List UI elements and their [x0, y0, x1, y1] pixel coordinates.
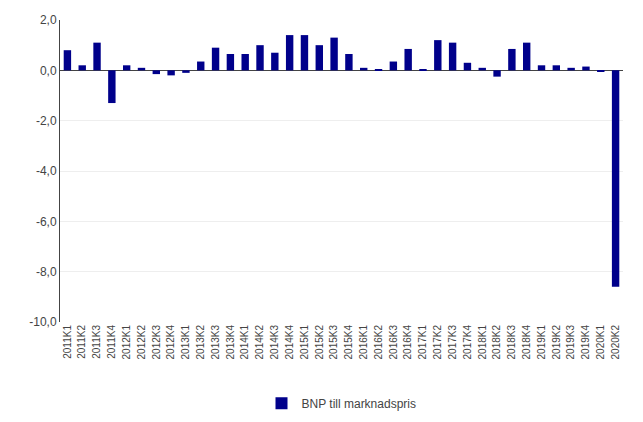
svg-text:2014K3: 2014K3	[269, 325, 280, 360]
svg-text:2013K1: 2013K1	[180, 325, 191, 360]
svg-text:2013K4: 2013K4	[225, 325, 236, 360]
svg-text:2011K3: 2011K3	[91, 325, 102, 359]
svg-text:2017K4: 2017K4	[462, 325, 473, 360]
svg-text:2019K3: 2019K3	[565, 325, 576, 360]
svg-text:2014K1: 2014K1	[239, 325, 250, 360]
svg-text:2020K1: 2020K1	[595, 325, 606, 360]
svg-text:2017K3: 2017K3	[447, 325, 458, 360]
svg-text:-8,0: -8,0	[36, 265, 57, 279]
svg-text:2013K3: 2013K3	[210, 325, 221, 360]
svg-text:2015K1: 2015K1	[299, 325, 310, 360]
svg-text:2012K1: 2012K1	[121, 325, 132, 360]
svg-text:2020K2: 2020K2	[610, 325, 621, 360]
svg-text:2015K2: 2015K2	[314, 325, 325, 360]
svg-text:2014K2: 2014K2	[254, 325, 265, 360]
svg-text:2012K2: 2012K2	[136, 325, 147, 360]
svg-text:-10,0: -10,0	[29, 315, 57, 329]
svg-text:2018K4: 2018K4	[521, 325, 532, 360]
svg-text:2016K3: 2016K3	[388, 325, 399, 360]
svg-text:2017K2: 2017K2	[432, 325, 443, 360]
svg-text:-4,0: -4,0	[36, 164, 57, 178]
svg-text:2016K4: 2016K4	[402, 325, 413, 360]
svg-text:2014K4: 2014K4	[284, 325, 295, 360]
svg-text:2018K1: 2018K1	[477, 325, 488, 360]
svg-text:2012K4: 2012K4	[165, 325, 176, 360]
svg-text:2018K2: 2018K2	[491, 325, 502, 360]
svg-text:2017K1: 2017K1	[417, 325, 428, 360]
svg-text:2013K2: 2013K2	[195, 325, 206, 360]
svg-text:2016K1: 2016K1	[358, 325, 369, 360]
svg-text:2015K3: 2015K3	[328, 325, 339, 360]
svg-text:2011K4: 2011K4	[106, 325, 117, 359]
svg-text:-6,0: -6,0	[36, 215, 57, 229]
svg-text:2016K2: 2016K2	[373, 325, 384, 360]
svg-text:0,0: 0,0	[40, 64, 57, 78]
svg-text:2019K1: 2019K1	[536, 325, 547, 360]
svg-text:BNP till marknadspris: BNP till marknadspris	[302, 397, 416, 411]
svg-text:2019K4: 2019K4	[580, 325, 591, 360]
svg-text:2012K3: 2012K3	[151, 325, 162, 360]
svg-text:2019K2: 2019K2	[551, 325, 562, 360]
svg-text:2015K4: 2015K4	[343, 325, 354, 360]
svg-text:2,0: 2,0	[40, 13, 57, 27]
svg-text:2018K3: 2018K3	[506, 325, 517, 360]
svg-text:2011K2: 2011K2	[76, 325, 87, 359]
svg-text:-2,0: -2,0	[36, 114, 57, 128]
svg-text:2011K1: 2011K1	[62, 325, 73, 359]
